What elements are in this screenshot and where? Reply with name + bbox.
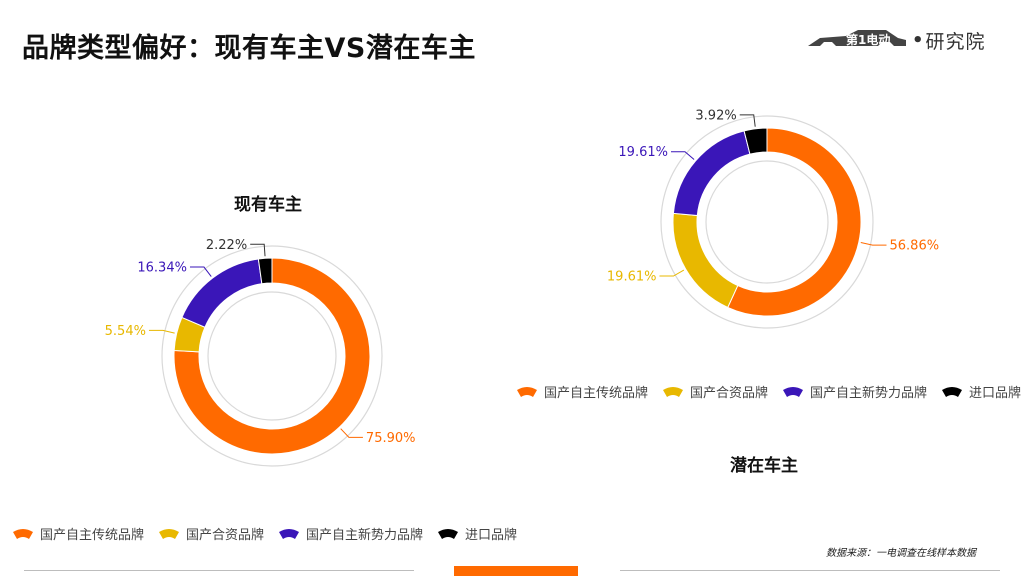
data-source-note: 数据来源：一电调查在线样本数据 — [826, 548, 976, 559]
legend-item-potential-3[interactable]: 进口品牌 — [941, 382, 1021, 401]
legend-swatch-icon — [942, 386, 963, 397]
legend-swatch-icon — [438, 528, 459, 539]
slice-label-potential-2: 19.61% — [618, 145, 668, 160]
leader-line-potential-2 — [670, 151, 695, 160]
car-logo-icon: 第1电动 — [808, 30, 906, 47]
legend-potential-owners: 国产自主传统品牌 国产合资品牌 国产自主新势力品牌 进口品牌 — [516, 382, 1024, 401]
legend-item-potential-0[interactable]: 国产自主传统品牌 — [516, 382, 648, 401]
slice-label-potential-0: 56.86% — [890, 239, 940, 254]
donut-chart-existing-owners: 75.90% 5.54% 16.34% 2.22% — [105, 238, 416, 467]
donut-guide-outer-ring — [660, 115, 874, 329]
donut-slice-potential-1[interactable] — [672, 212, 739, 309]
donut-slice-potential-0[interactable] — [727, 127, 862, 317]
leader-line-existing-2 — [189, 266, 212, 277]
legend-label: 国产合资品牌 — [690, 386, 769, 401]
slice-label-existing-2: 16.34% — [137, 261, 187, 276]
chart-title-potential-owners: 潜在车主 — [730, 456, 798, 476]
page-title: 品牌类型偏好：现有车主VS潜在车主 — [22, 33, 476, 64]
leader-line-existing-1 — [148, 329, 175, 334]
slice-label-existing-3: 2.22% — [206, 238, 247, 253]
legend-label: 国产自主传统品牌 — [40, 528, 145, 543]
slice-label-potential-3: 3.92% — [695, 108, 736, 123]
legend-label: 国产自主新势力品牌 — [306, 528, 424, 543]
leader-line-potential-0 — [860, 242, 887, 246]
donut-chart-potential-owners: 56.86% 19.61% 19.61% 3.92% — [607, 108, 939, 329]
legend-item-potential-1[interactable]: 国产合资品牌 — [662, 382, 768, 401]
donut-slice-potential-3[interactable] — [743, 127, 768, 155]
leader-line-potential-1 — [659, 269, 685, 277]
legend-item-existing-1[interactable]: 国产合资品牌 — [158, 524, 264, 543]
chart-title-existing-owners: 现有车主 — [234, 195, 302, 215]
footer-line-left — [24, 570, 414, 571]
slice-label-potential-1: 19.61% — [607, 270, 657, 285]
legend-swatch-icon — [517, 386, 537, 397]
leader-line-existing-0 — [340, 428, 363, 438]
legend-label: 进口品牌 — [465, 528, 518, 543]
footer-accent-bar — [454, 566, 578, 576]
donut-slice-existing-0[interactable] — [173, 257, 371, 455]
donut-guide-inner-ring — [705, 160, 829, 284]
legend-item-potential-2[interactable]: 国产自主新势力品牌 — [782, 382, 927, 401]
legend-label: 国产自主传统品牌 — [544, 386, 649, 401]
legend-item-existing-3[interactable]: 进口品牌 — [437, 524, 517, 543]
logo-mark-text: 第1电动 — [846, 32, 890, 47]
donut-slice-potential-2[interactable] — [672, 130, 751, 217]
legend-label: 国产合资品牌 — [186, 528, 265, 543]
legend-swatch-icon — [783, 386, 804, 397]
brand-logo: 第1电动 • 研究院 — [806, 24, 1010, 56]
donut-guide-outer-ring — [161, 245, 383, 467]
legend-swatch-icon — [159, 528, 180, 539]
leader-line-existing-3 — [250, 243, 266, 257]
legend-swatch-icon — [663, 386, 684, 397]
legend-label: 进口品牌 — [969, 386, 1022, 401]
legend-swatch-icon — [279, 528, 300, 539]
logo-text: 研究院 — [925, 30, 986, 53]
logo-dot: • — [912, 29, 924, 51]
slice-label-existing-1: 5.54% — [105, 324, 146, 339]
leader-line-potential-3 — [739, 114, 756, 127]
legend-label: 国产自主新势力品牌 — [810, 386, 928, 401]
legend-item-existing-0[interactable]: 国产自主传统品牌 — [12, 524, 144, 543]
donut-slice-existing-3[interactable] — [257, 257, 273, 285]
legend-swatch-icon — [13, 528, 33, 539]
legend-existing-owners: 国产自主传统品牌 国产合资品牌 国产自主新势力品牌 进口品牌 — [12, 524, 531, 543]
legend-item-existing-2[interactable]: 国产自主新势力品牌 — [278, 524, 423, 543]
footer-line-right — [620, 570, 1000, 571]
donut-guide-inner-ring — [207, 291, 337, 421]
slice-label-existing-0: 75.90% — [366, 431, 416, 446]
